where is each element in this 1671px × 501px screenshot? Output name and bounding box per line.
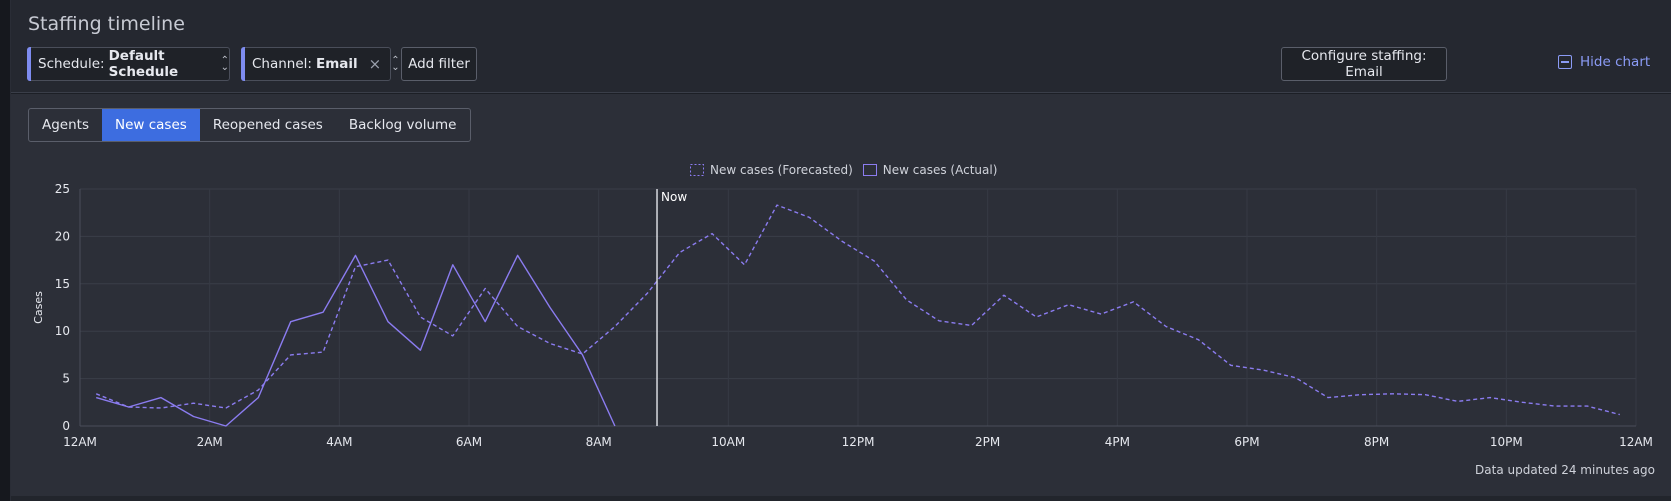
updown-chevron-icon: ⌃ ⌄ bbox=[220, 55, 229, 73]
legend-label-actual: New cases (Actual) bbox=[882, 163, 998, 177]
channel-filter[interactable]: Channel: Email × ⌃ ⌄ bbox=[241, 47, 400, 81]
x-tick-label: 6AM bbox=[456, 435, 482, 449]
hide-chart-label: Hide chart bbox=[1580, 54, 1651, 70]
x-tick-label: 12AM bbox=[63, 435, 97, 449]
legend-item-forecasted[interactable]: New cases (Forecasted) bbox=[690, 163, 853, 177]
hide-chart-button[interactable]: Hide chart bbox=[1558, 54, 1650, 70]
tab-backlog-volume[interactable]: Backlog volume bbox=[348, 117, 457, 133]
updown-chevron-icon: ⌃ ⌄ bbox=[391, 55, 400, 73]
series-line-forecasted bbox=[95, 204, 1620, 416]
y-tick-label: 5 bbox=[62, 372, 70, 386]
x-tick-label: 4AM bbox=[326, 435, 352, 449]
x-tick-label: 6PM bbox=[1234, 435, 1259, 449]
configure-staffing-button[interactable]: Configure staffing: Email bbox=[1281, 47, 1447, 81]
add-filter-button[interactable]: Add filter bbox=[401, 47, 477, 81]
tab-agents[interactable]: Agents bbox=[42, 117, 89, 133]
schedule-filter-value: Default Schedule bbox=[108, 48, 179, 80]
schedule-filter[interactable]: Schedule: Default Schedule ⌃ ⌄ bbox=[27, 47, 230, 81]
x-tick-label: 12PM bbox=[842, 435, 875, 449]
x-tick-label: 2AM bbox=[197, 435, 223, 449]
legend-label-forecasted: New cases (Forecasted) bbox=[710, 163, 853, 177]
metric-tabs: Agents New cases Reopened cases Backlog … bbox=[28, 108, 471, 142]
channel-filter-value: Email bbox=[315, 56, 358, 72]
schedule-filter-label: Schedule: bbox=[38, 56, 105, 72]
collapse-icon bbox=[1558, 55, 1572, 69]
x-tick-label: 8PM bbox=[1364, 435, 1389, 449]
y-axis-label: Cases bbox=[32, 291, 45, 324]
chart-legend: New cases (Forecasted) New cases (Actual… bbox=[690, 163, 1007, 177]
x-tick-label: 2PM bbox=[975, 435, 1000, 449]
data-updated-text: Data updated 24 minutes ago bbox=[1475, 463, 1655, 477]
tab-reopened-cases[interactable]: Reopened cases bbox=[212, 117, 323, 133]
y-tick-label: 25 bbox=[55, 182, 70, 196]
y-tick-label: 15 bbox=[55, 277, 70, 291]
x-tick-label: 12AM bbox=[1619, 435, 1653, 449]
x-tick-label: 10PM bbox=[1490, 435, 1523, 449]
y-tick-label: 20 bbox=[55, 229, 70, 243]
channel-filter-label: Channel: bbox=[252, 56, 312, 72]
series-line-actual bbox=[96, 254, 616, 427]
bottom-strip bbox=[11, 496, 1671, 501]
tab-new-cases[interactable]: New cases bbox=[102, 109, 200, 141]
x-tick-label: 4PM bbox=[1105, 435, 1130, 449]
legend-item-actual[interactable]: New cases (Actual) bbox=[862, 163, 998, 177]
y-tick-label: 0 bbox=[62, 419, 70, 433]
clear-icon[interactable]: × bbox=[368, 55, 382, 73]
x-tick-label: 8AM bbox=[586, 435, 612, 449]
chart-panel bbox=[11, 94, 1671, 496]
left-rail bbox=[0, 0, 11, 501]
legend-swatch-solid bbox=[862, 164, 877, 176]
y-tick-label: 10 bbox=[55, 324, 70, 338]
page-title: Staffing timeline bbox=[28, 13, 185, 35]
now-marker-label: Now bbox=[661, 190, 687, 204]
x-tick-label: 10AM bbox=[711, 435, 745, 449]
